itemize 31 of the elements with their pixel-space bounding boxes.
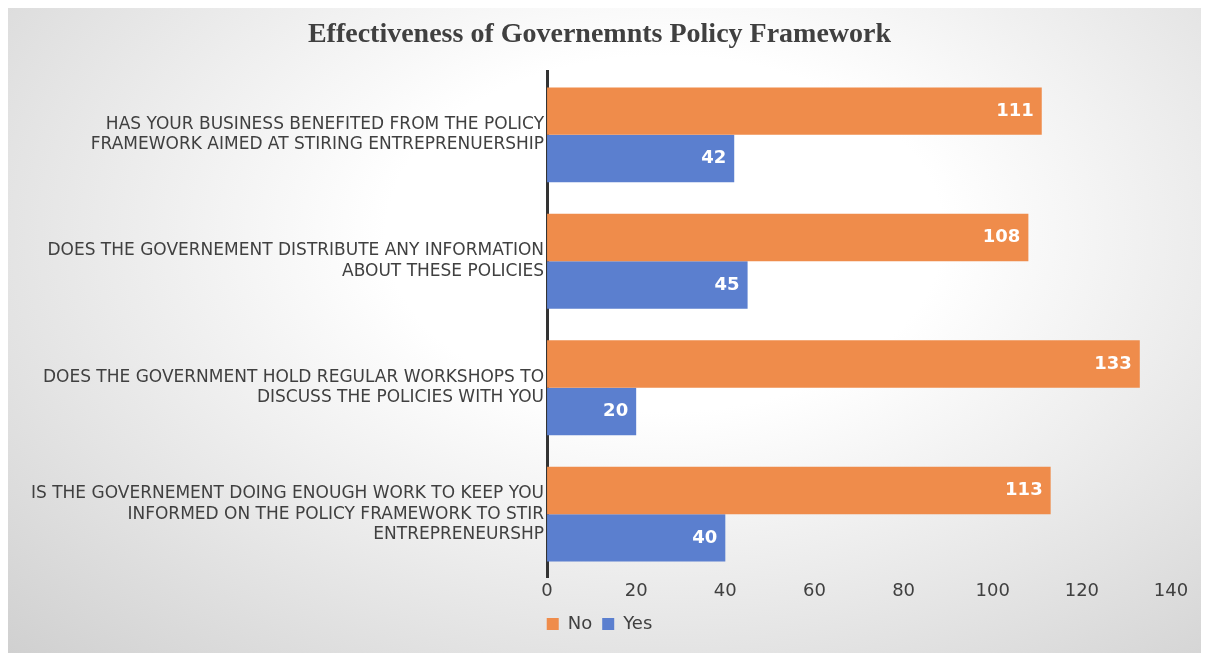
data-label: 113 <box>1005 478 1043 500</box>
bar <box>547 514 726 562</box>
legend-label: No <box>567 611 593 633</box>
x-tick-label: 0 <box>541 578 553 600</box>
data-label: 20 <box>603 399 629 421</box>
x-tick-label: 120 <box>1064 578 1100 600</box>
y-tick-label: DOES THE GOVERNEMENT DISTRIBUTE ANY INFORMATION ABOUT THESE POLICIES <box>47 239 545 280</box>
data-label: 133 <box>1094 351 1132 373</box>
bar <box>547 134 735 183</box>
y-tick-label: HAS YOUR BUSINESS BENEFITED FROM THE POLICY FRAMEWORK AIMED AT STIRING ENTREPRENUERSHIP <box>90 113 545 154</box>
bar <box>547 87 1042 135</box>
bar <box>547 340 1140 388</box>
x-tick-label: 80 <box>892 578 916 600</box>
x-tick-label: 140 <box>1153 578 1189 600</box>
bar <box>547 387 637 436</box>
data-label: 108 <box>982 225 1021 247</box>
y-tick-label: DOES THE GOVERNMENT HOLD REGULAR WORKSHOPS TO DISCUSS THE POLICIES WITH YOU <box>42 365 545 407</box>
legend-label: Yes <box>622 611 653 633</box>
y-tick-label: IS THE GOVERNEMENT DOING ENOUGH WORK TO KEEP YOU INFORMED ON THE POLICY FRAMEWORK TO STIR ENTREPRENEURSHP <box>30 482 545 543</box>
data-label: 42 <box>701 146 727 168</box>
x-tick-label: 100 <box>975 578 1010 600</box>
data-label: 111 <box>996 98 1034 120</box>
x-tick-label: 60 <box>803 578 826 600</box>
x-tick-label: 40 <box>713 578 737 600</box>
chart-title: Effectiveness of Governemnts Policy Framework <box>307 17 892 49</box>
x-tick-label: 20 <box>624 578 648 600</box>
bar <box>547 261 748 309</box>
bar <box>547 213 1029 262</box>
data-label: 45 <box>714 272 740 294</box>
data-label: 40 <box>692 525 718 547</box>
bar <box>547 466 1051 515</box>
